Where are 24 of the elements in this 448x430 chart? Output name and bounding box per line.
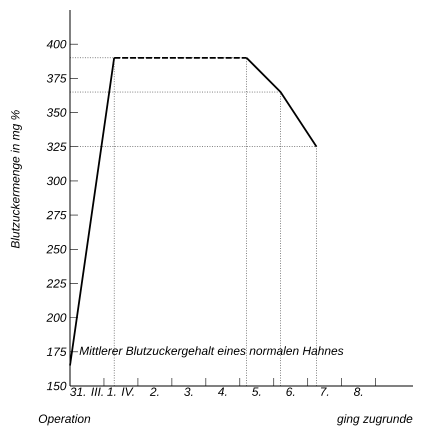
text: ging zugrunde: [337, 414, 412, 426]
y-tick-label: 150: [46, 382, 66, 390]
x-tick-label: 4.: [218, 388, 226, 396]
x-tick-label: 2.: [150, 388, 158, 396]
y-tick-label: 225: [46, 279, 66, 288]
annotation: Mittlerer Blutzuckergehalt eines normalen Hahnes: [80, 346, 344, 358]
y-tick-label: 300: [46, 176, 66, 186]
x-tick-label: 3.: [184, 388, 192, 396]
x-tick-label: 5.: [252, 388, 260, 396]
x-tick-label: 7.: [320, 388, 328, 396]
x-tick-label: 8.: [354, 388, 362, 396]
y-tick-label: 275: [46, 210, 66, 220]
y-tick-label: 250: [46, 245, 66, 254]
y-tick-label: 375: [46, 74, 66, 83]
y-tick-label: 350: [46, 108, 66, 117]
text: Operation: [38, 414, 90, 426]
y-tick-label: 200: [46, 313, 66, 322]
x-tick-label: 6.: [286, 388, 294, 396]
y-tick-label: 325: [46, 142, 66, 151]
x-tick-label: 31. III.: [70, 388, 103, 396]
y-axis-title: Blutzuckermenge in mg %: [10, 110, 22, 248]
y-tick-label: 175: [46, 348, 66, 356]
x-tick-label: 1. IV.: [107, 388, 134, 396]
y-tick-label: 400: [46, 40, 66, 48]
